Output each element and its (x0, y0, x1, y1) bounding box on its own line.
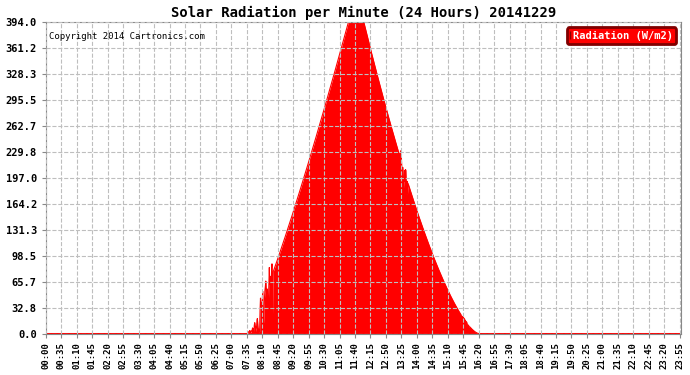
Legend: Radiation (W/m2): Radiation (W/m2) (567, 27, 676, 44)
Text: Copyright 2014 Cartronics.com: Copyright 2014 Cartronics.com (49, 32, 205, 40)
Title: Solar Radiation per Minute (24 Hours) 20141229: Solar Radiation per Minute (24 Hours) 20… (171, 6, 556, 20)
